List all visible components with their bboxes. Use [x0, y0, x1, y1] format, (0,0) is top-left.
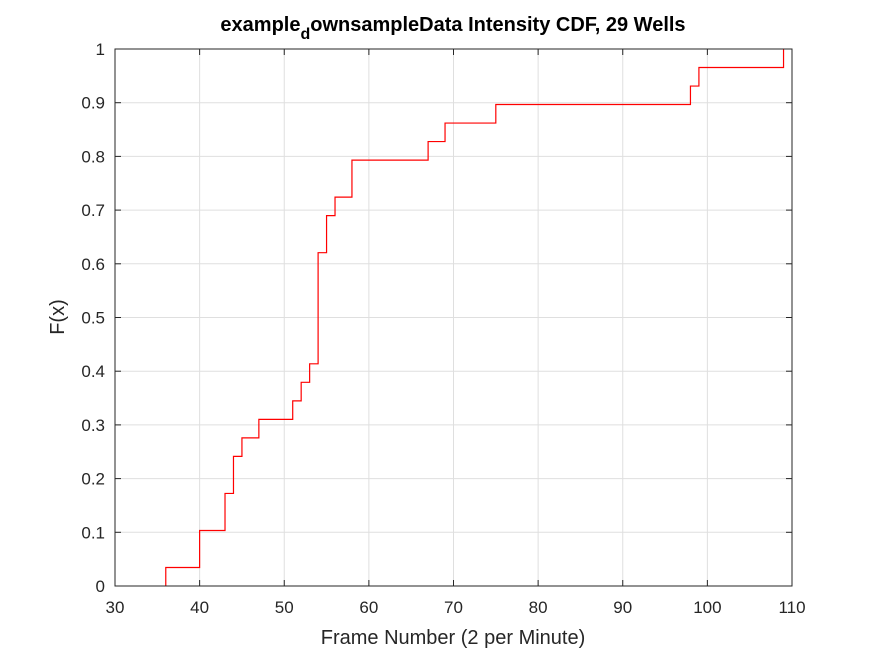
chart-title-subscript: d	[300, 26, 310, 43]
x-tick-label: 50	[275, 598, 294, 617]
x-tick-label: 30	[106, 598, 125, 617]
chart-title-rest: ownsampleData Intensity CDF, 29 Wells	[310, 14, 685, 36]
x-tick-label: 100	[693, 598, 721, 617]
y-tick-label: 0.5	[81, 309, 105, 328]
y-tick-label: 0.1	[81, 523, 105, 542]
grid	[114, 48, 793, 587]
x-tick-label: 70	[444, 598, 463, 617]
y-tick-label: 0.6	[81, 255, 105, 274]
y-tick-label: 0.7	[81, 201, 105, 220]
y-tick-label: 0.8	[81, 147, 105, 166]
y-tick-label: 1	[96, 40, 105, 59]
y-tick-label: 0.9	[81, 94, 105, 113]
x-tick-label: 90	[613, 598, 632, 617]
x-tick-label: 110	[778, 598, 805, 617]
x-tick-label: 40	[190, 598, 209, 617]
cdf-series-line	[165, 49, 785, 586]
x-axis-label: Frame Number (2 per Minute)	[321, 627, 586, 649]
chart-title-main: example	[220, 14, 300, 36]
y-tick-label: 0	[96, 577, 105, 596]
series-layer	[165, 48, 785, 586]
y-tick-label: 0.2	[81, 470, 105, 489]
x-tick-label: 80	[529, 598, 548, 617]
y-axis-label: F(x)	[47, 299, 69, 335]
y-tick-label: 0.4	[81, 362, 105, 381]
ticks: 30 40 50 60 70 80 90 100 110 0 0.1 0.2 0.3 0.4 0.5 0.6 0…	[81, 40, 805, 617]
chart-title: exampledownsampleData Intensity CDF, 29 …	[220, 14, 685, 43]
x-tick-label: 60	[359, 598, 378, 617]
y-tick-label: 0.3	[81, 416, 105, 435]
